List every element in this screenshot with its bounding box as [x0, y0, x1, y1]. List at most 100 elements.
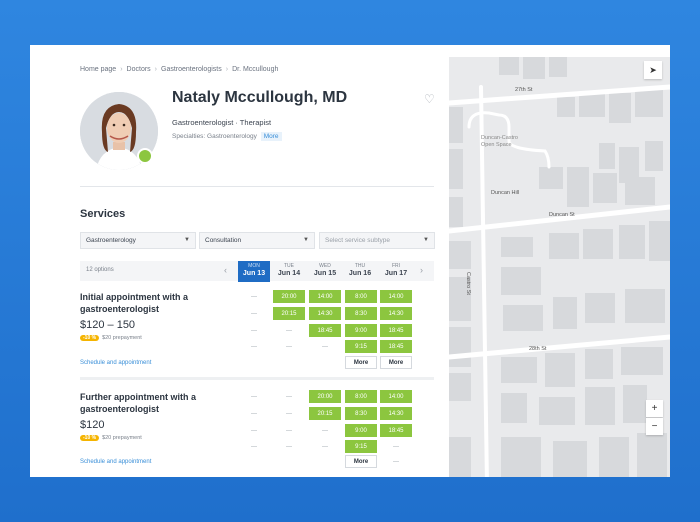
specialty-select[interactable]: Gastroenterology ▼	[80, 232, 196, 249]
time-slot: —	[251, 427, 257, 434]
time-slot[interactable]: 14:30	[380, 407, 412, 420]
time-slot: —	[322, 343, 328, 350]
time-slot: —	[322, 443, 328, 450]
day-tab-mon[interactable]: MON Jun 13	[238, 261, 270, 282]
prepayment-text: $20 prepayment	[102, 335, 142, 341]
day-tab-thu[interactable]: THU Jun 16	[344, 261, 376, 282]
time-slot[interactable]: 18:45	[309, 324, 341, 337]
time-slot[interactable]: 18:45	[380, 340, 412, 353]
day-selector: 12 options ‹ MON Jun 13 TUE Jun 14 WED Jun …	[80, 261, 434, 282]
time-slot[interactable]: 9:15	[345, 340, 377, 353]
time-slot[interactable]: 18:45	[380, 424, 412, 437]
time-slot[interactable]: 20:15	[273, 307, 305, 320]
location-map[interactable]: 27th St Duncan-Castro Open Space Duncan …	[449, 57, 670, 477]
time-slot[interactable]: 8:00	[345, 290, 377, 303]
day-date: Jun 17	[384, 270, 408, 277]
service-price: $120 – 150	[80, 319, 136, 331]
day-tab-wed[interactable]: WED Jun 15	[309, 261, 341, 282]
zoom-out-button[interactable]: −	[646, 418, 663, 435]
type-select-value: Consultation	[205, 237, 242, 244]
time-slot[interactable]: 8:00	[345, 390, 377, 403]
service-item: Initial appointment with a gastroenterol…	[80, 291, 240, 341]
time-slot: —	[393, 458, 399, 465]
time-slot: —	[286, 393, 292, 400]
time-slot[interactable]: 9:00	[345, 324, 377, 337]
child-friendly-badge	[137, 148, 153, 164]
service-price: $120	[80, 419, 105, 431]
street-label: 28th St	[529, 346, 547, 352]
day-name: FRI	[391, 263, 401, 269]
next-days-chevron-icon[interactable]: ›	[420, 265, 423, 275]
time-slot[interactable]: 14:30	[309, 307, 341, 320]
service-title: Further appointment with a gastroenterol…	[80, 392, 196, 414]
time-slot[interactable]: 9:15	[345, 440, 377, 453]
chevron-down-icon: ▼	[184, 237, 190, 243]
time-slot[interactable]: 20:15	[309, 407, 341, 420]
time-slot[interactable]: 20:00	[309, 390, 341, 403]
time-slot: —	[286, 427, 292, 434]
doctor-avatar	[80, 92, 158, 170]
street-label: Duncan St	[549, 212, 575, 218]
more-slots-button[interactable]: More	[345, 356, 377, 369]
time-slot[interactable]: 14:00	[309, 290, 341, 303]
day-name: WED	[319, 263, 331, 269]
options-count: 12 options	[86, 267, 114, 273]
service-prepayment: -10 % $20 prepayment	[80, 435, 240, 441]
specialty-select-value: Gastroenterology	[86, 237, 136, 244]
time-slot[interactable]: 8:30	[345, 307, 377, 320]
breadcrumb-home[interactable]: Home page	[80, 66, 117, 73]
time-slot: —	[286, 327, 292, 334]
time-slot: —	[393, 443, 399, 450]
specialties-more-link[interactable]: More	[260, 132, 282, 141]
day-name: THU	[354, 263, 366, 269]
service-divider	[80, 377, 434, 380]
time-slot[interactable]: 9:00	[345, 424, 377, 437]
prev-days-chevron-icon[interactable]: ‹	[224, 265, 227, 275]
more-slots-button[interactable]: More	[345, 455, 377, 468]
more-slots-button[interactable]: More	[380, 356, 412, 369]
child-icon	[139, 150, 151, 162]
time-slot[interactable]: 14:00	[380, 390, 412, 403]
locate-me-icon[interactable]: ➤	[644, 61, 662, 79]
breadcrumb-gastroenterologists[interactable]: Gastroenterologists	[161, 66, 222, 73]
service-title: Initial appointment with a gastroenterol…	[80, 292, 188, 314]
time-slot: —	[322, 427, 328, 434]
service-prepayment: -10 % $20 prepayment	[80, 335, 240, 341]
subtype-select-placeholder: Select service subtype	[325, 237, 391, 244]
type-select[interactable]: Consultation ▼	[199, 232, 315, 249]
day-tab-fri[interactable]: FRI Jun 17	[380, 261, 412, 282]
time-slot: —	[251, 410, 257, 417]
schedule-appointment-link[interactable]: Schedule and appointment	[80, 360, 152, 366]
time-slot: —	[251, 443, 257, 450]
doctor-subtitle: Gastroenterologist · Therapist	[172, 118, 272, 127]
time-slot[interactable]: 20:00	[273, 290, 305, 303]
time-slot: —	[251, 293, 257, 300]
breadcrumb-separator: ›	[154, 66, 158, 73]
breadcrumb-current: Dr. Mccullough	[232, 66, 279, 73]
section-divider	[80, 186, 434, 187]
map-graphic	[449, 57, 670, 477]
time-slot: —	[286, 443, 292, 450]
day-date: Jun 15	[313, 270, 337, 277]
discount-badge: -10 %	[80, 335, 100, 341]
prepayment-text: $20 prepayment	[102, 435, 142, 441]
subtype-select[interactable]: Select service subtype ▼	[319, 232, 435, 249]
time-slot[interactable]: 14:00	[380, 290, 412, 303]
doctor-specialties: Specialties: Gastroenterology More	[172, 132, 282, 141]
day-tab-tue[interactable]: TUE Jun 14	[273, 261, 305, 282]
breadcrumb-separator: ›	[225, 66, 229, 73]
time-slot[interactable]: 8:30	[345, 407, 377, 420]
zoom-in-button[interactable]: +	[646, 400, 663, 417]
time-slot: —	[251, 393, 257, 400]
favorite-heart-icon[interactable]: ♡	[424, 92, 435, 106]
breadcrumb-doctors[interactable]: Doctors	[126, 66, 151, 73]
profile-panel: Home page › Doctors › Gastroenterologists ›…	[30, 45, 449, 477]
time-slot: —	[286, 343, 292, 350]
time-slot[interactable]: 14:30	[380, 307, 412, 320]
schedule-appointment-link[interactable]: Schedule and appointment	[80, 459, 152, 465]
day-name: TUE	[284, 263, 294, 269]
time-slot: —	[251, 327, 257, 334]
street-label: Castro St	[465, 272, 471, 295]
time-slot: —	[286, 410, 292, 417]
time-slot[interactable]: 18:45	[380, 324, 412, 337]
